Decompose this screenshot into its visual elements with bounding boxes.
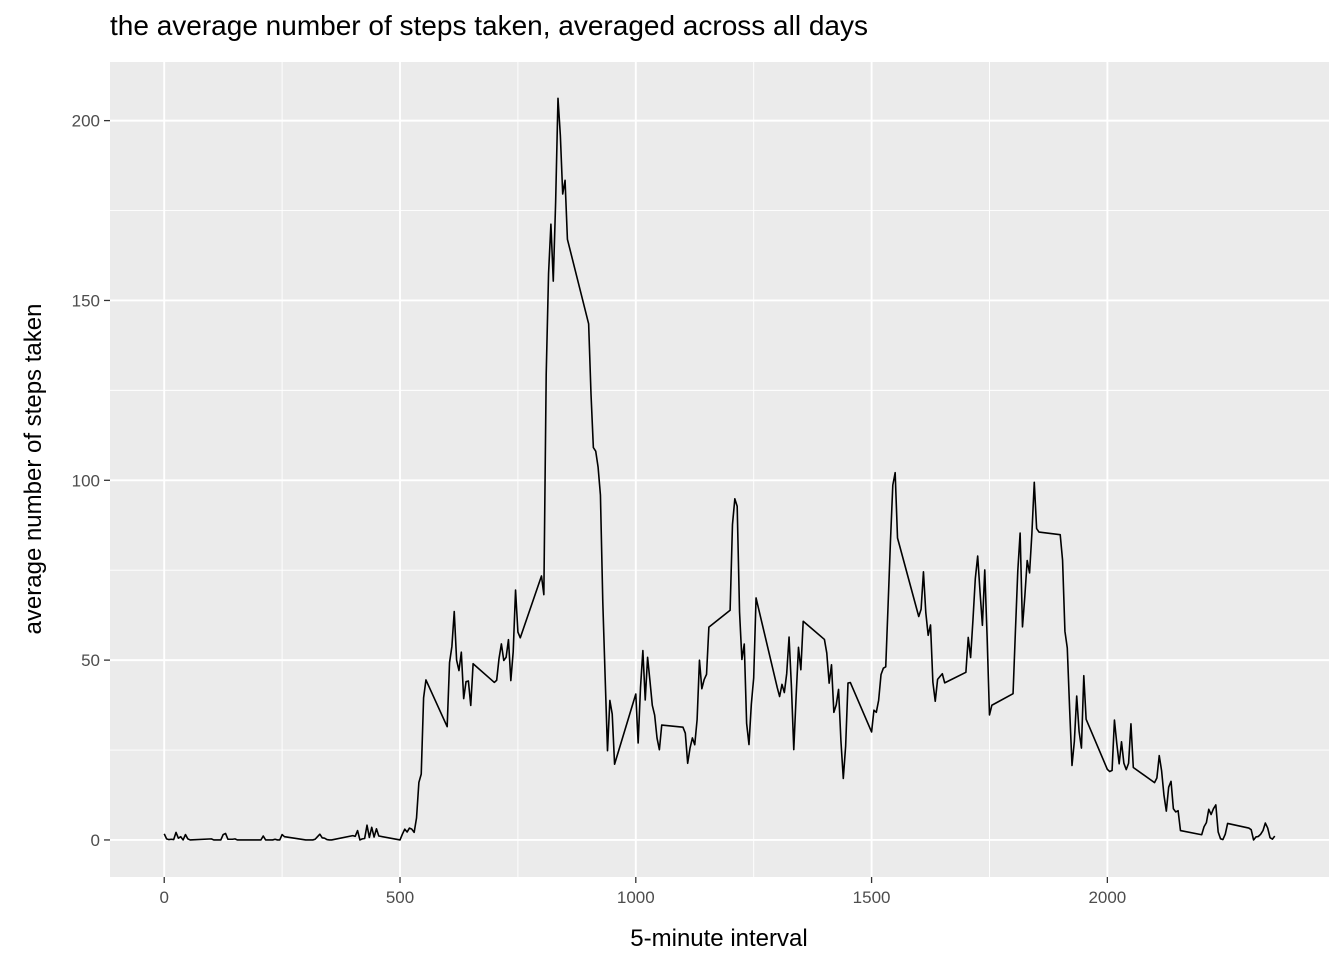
x-axis-tick-labels: 0 500 1000 1500 2000 [159,888,1126,907]
plot-panel [110,62,1329,877]
x-tick-label: 1500 [853,888,891,907]
y-axis-tick-labels: 0 50 100 150 200 [72,112,100,850]
series-line [163,97,1276,841]
y-axis-title: average number of steps taken [20,304,47,635]
x-tick-label: 0 [159,888,168,907]
y-tick-label: 50 [81,651,100,670]
x-tick-label: 500 [386,888,414,907]
minor-gridlines [110,62,1329,877]
y-tick-label: 0 [91,831,100,850]
x-tick-label: 2000 [1088,888,1126,907]
chart-title: the average number of steps taken, avera… [110,10,868,41]
x-tick-label: 1000 [617,888,655,907]
y-tick-label: 150 [72,291,100,310]
major-gridlines [110,62,1329,877]
axis-ticks [104,119,1109,883]
y-tick-label: 200 [72,112,100,131]
x-axis-title: 5-minute interval [630,925,807,952]
y-tick-label: 100 [72,471,100,490]
